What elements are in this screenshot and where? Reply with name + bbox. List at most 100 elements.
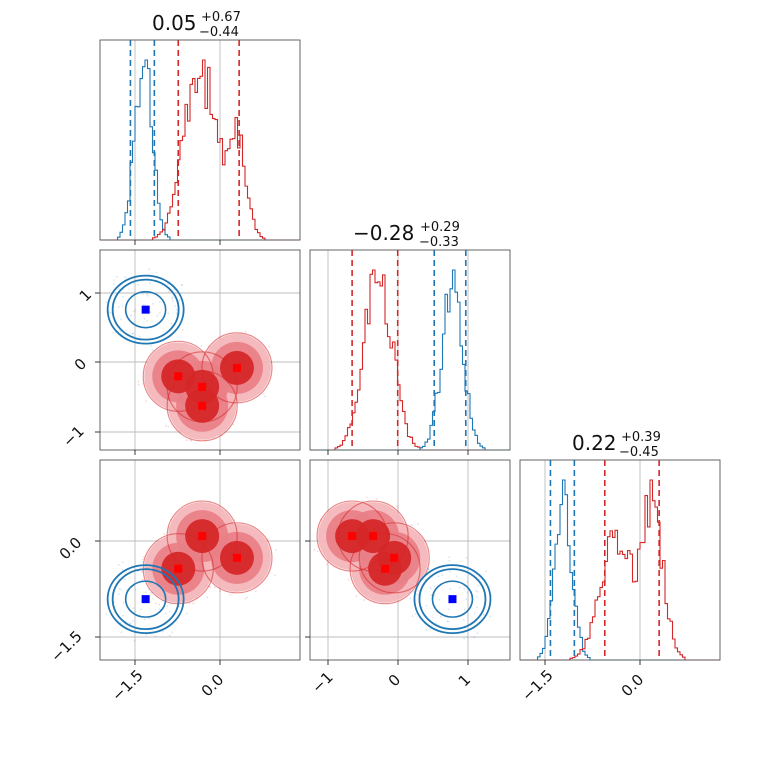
red-marker bbox=[198, 401, 207, 410]
sample-point bbox=[118, 587, 121, 590]
blue-contour-line bbox=[418, 568, 487, 631]
scatter-p2-p3-series bbox=[313, 496, 492, 640]
sample-point bbox=[274, 574, 276, 577]
sample-point bbox=[125, 329, 128, 332]
sample-point bbox=[455, 575, 458, 578]
sample-point bbox=[431, 624, 433, 627]
sample-point bbox=[146, 294, 149, 297]
sample-point bbox=[179, 299, 181, 301]
sample-point bbox=[112, 332, 114, 334]
sample-point bbox=[132, 607, 135, 610]
sample-point bbox=[167, 425, 170, 428]
hist-p3-title-minus: −0.45 bbox=[619, 445, 659, 460]
hist-p2-title-plus: +0.29 bbox=[420, 220, 460, 235]
sample-point bbox=[463, 637, 465, 640]
sample-point bbox=[229, 593, 232, 596]
sample-point bbox=[137, 283, 140, 286]
sample-point bbox=[139, 566, 142, 569]
sample-point bbox=[146, 320, 149, 322]
sample-point bbox=[425, 629, 428, 631]
sample-point bbox=[267, 538, 269, 540]
panel-scatter-p1-p2: 1 0 −1 bbox=[59, 249, 301, 455]
sample-point bbox=[158, 312, 161, 314]
sample-point bbox=[105, 613, 107, 616]
sample-point bbox=[113, 283, 115, 286]
sample-point bbox=[122, 601, 125, 604]
x-tick-label-p1: −1.5 bbox=[108, 666, 146, 704]
sample-point bbox=[130, 314, 132, 317]
sample-point bbox=[410, 524, 413, 526]
sample-point bbox=[449, 570, 451, 573]
sample-point bbox=[463, 587, 466, 590]
sample-point bbox=[448, 556, 451, 559]
hist-p1-title-value: 0.05 bbox=[152, 11, 197, 35]
sample-point bbox=[473, 636, 476, 639]
sample-point bbox=[414, 613, 417, 615]
red-marker bbox=[369, 532, 378, 541]
blue-contour-line bbox=[111, 568, 180, 631]
histogram-step-line bbox=[520, 479, 720, 661]
red-contour-line bbox=[349, 533, 421, 605]
sample-point bbox=[129, 622, 132, 625]
sample-point bbox=[409, 597, 412, 600]
sample-point bbox=[168, 290, 171, 293]
sample-point bbox=[170, 322, 173, 325]
sample-point bbox=[181, 328, 184, 331]
sample-point bbox=[448, 559, 451, 562]
blue-contour-line bbox=[413, 564, 492, 635]
sample-point bbox=[171, 631, 174, 634]
sample-point bbox=[117, 593, 120, 595]
sample-point bbox=[189, 439, 192, 442]
sample-point bbox=[152, 302, 154, 305]
panel-hist-p3: −1.5 0.0 0.22 +0.39 −0.45 bbox=[518, 430, 721, 705]
sample-point bbox=[148, 617, 150, 620]
sample-point bbox=[425, 604, 428, 607]
sample-point bbox=[412, 590, 415, 593]
sample-point bbox=[154, 602, 157, 605]
y-tick-label-p3: 0.0 bbox=[56, 534, 86, 564]
blue-contour-line bbox=[106, 564, 185, 635]
sample-point bbox=[375, 498, 378, 500]
sample-point bbox=[397, 506, 400, 509]
hist-p2-series bbox=[310, 250, 510, 451]
sample-point bbox=[125, 589, 128, 591]
sample-point bbox=[429, 587, 432, 589]
sample-point bbox=[158, 300, 161, 303]
sample-point bbox=[466, 591, 469, 594]
sample-point bbox=[121, 296, 124, 298]
x-tick-label-p1: 0.0 bbox=[198, 671, 228, 701]
sample-point bbox=[185, 612, 188, 615]
sample-point bbox=[150, 592, 152, 594]
sample-point bbox=[133, 639, 136, 642]
sample-point bbox=[185, 439, 188, 442]
sample-point bbox=[416, 593, 419, 596]
sample-point bbox=[143, 618, 146, 621]
sample-point bbox=[476, 606, 478, 609]
sample-point bbox=[181, 284, 183, 286]
hist-p1-series bbox=[100, 40, 300, 241]
y-tick-label-p2: −1 bbox=[59, 422, 87, 450]
sample-point bbox=[441, 574, 443, 577]
panel-hist-p2: −0.28 +0.29 −0.33 bbox=[309, 220, 511, 455]
sample-point bbox=[145, 634, 148, 636]
sample-point bbox=[155, 271, 158, 274]
red-marker bbox=[381, 564, 390, 573]
hist-p2-title-value: −0.28 bbox=[353, 221, 414, 245]
sample-point bbox=[430, 594, 433, 597]
sample-point bbox=[134, 588, 137, 591]
sample-point bbox=[137, 383, 140, 386]
red-contour-line bbox=[142, 340, 214, 412]
blue-contour-line bbox=[106, 274, 185, 345]
sample-point bbox=[158, 608, 161, 610]
sample-point bbox=[119, 588, 122, 591]
sample-point bbox=[244, 330, 247, 333]
sample-point bbox=[466, 581, 469, 584]
sample-point bbox=[132, 332, 134, 335]
sample-point bbox=[151, 349, 154, 351]
sample-point bbox=[433, 594, 436, 597]
sample-point bbox=[433, 585, 435, 588]
hist-p1-title: 0.05 +0.67 −0.44 bbox=[152, 10, 241, 40]
sample-point bbox=[141, 571, 143, 574]
sample-point bbox=[365, 496, 368, 499]
